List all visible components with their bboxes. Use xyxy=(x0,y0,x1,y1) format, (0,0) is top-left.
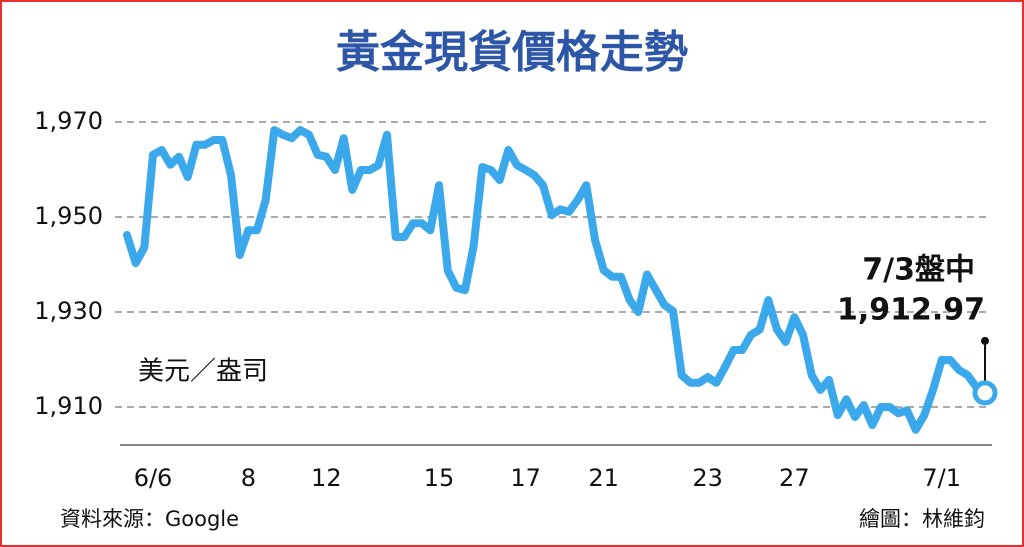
x-tick-label: 27 xyxy=(779,464,810,492)
x-tick-label: 23 xyxy=(692,464,723,492)
credit: 繪圖：林維鈞 xyxy=(859,507,985,531)
x-tick-label: 6/6 xyxy=(134,464,173,492)
value-label: 1,912.97 xyxy=(837,292,985,327)
source: 資料來源：Google xyxy=(60,507,239,531)
line xyxy=(123,126,989,434)
leader-dot xyxy=(981,336,989,345)
chart-title: 黃金現貨價格走勢 xyxy=(336,27,688,78)
y-tick-label: 1,910 xyxy=(34,392,103,420)
end-point xyxy=(972,380,998,406)
y-tick-label: 1,950 xyxy=(34,202,103,230)
x-tick-label: 7/1 xyxy=(922,464,961,492)
x-tick-label: 17 xyxy=(510,464,541,492)
x-tick-label: 15 xyxy=(424,464,455,492)
x-tick-label: 8 xyxy=(241,464,256,492)
annotation: 7/3盤中 xyxy=(862,252,975,287)
y-tick-label: 1,930 xyxy=(34,297,103,325)
y-tick-label: 1,970 xyxy=(34,107,103,135)
x-tick-label: 21 xyxy=(588,464,619,492)
x-tick-label: 12 xyxy=(311,464,342,492)
y-axis-label: 美元／盎司 xyxy=(138,357,268,387)
